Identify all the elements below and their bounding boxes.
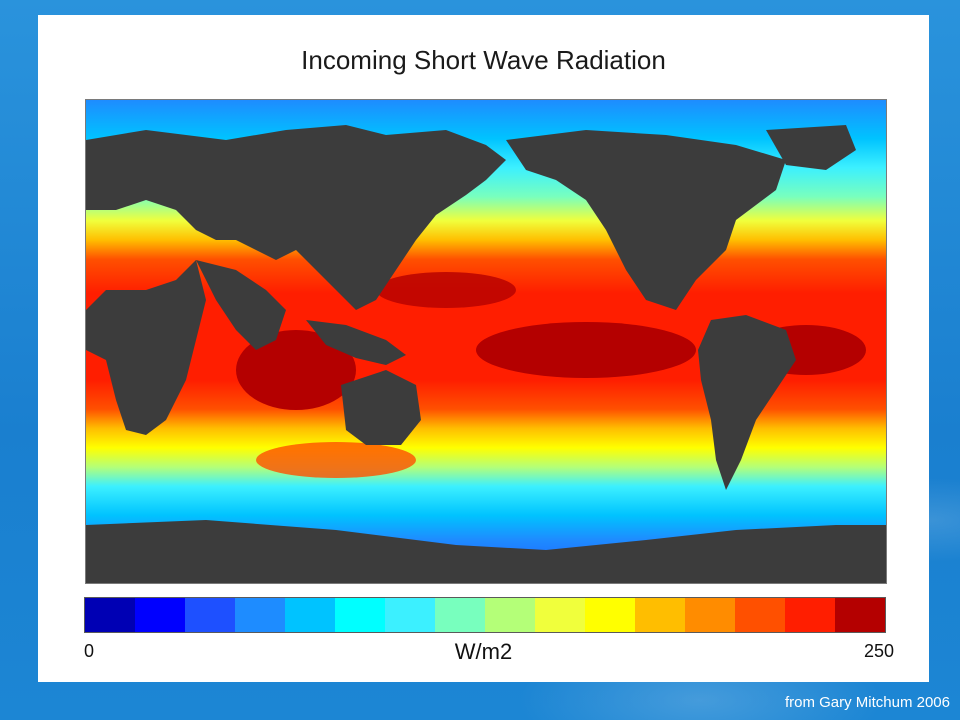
colorbar-swatch	[235, 598, 285, 632]
south-america-land	[698, 315, 796, 490]
colorbar-unit-label: W/m2	[454, 639, 513, 664]
colorbar	[84, 597, 886, 633]
colorbar-swatch	[735, 598, 785, 632]
antarctica-land	[86, 520, 886, 583]
australia-land	[341, 370, 421, 445]
colorbar-swatch	[685, 598, 735, 632]
source-credit: from Gary Mitchum 2006	[784, 694, 950, 711]
colorbar-swatch	[185, 598, 235, 632]
colorbar-max-label: 250	[864, 641, 895, 661]
colorbar-swatch	[435, 598, 485, 632]
colorbar-swatch	[485, 598, 535, 632]
figure-panel: Incoming Short Wave Radiation	[38, 15, 929, 682]
colorbar-swatch	[835, 598, 885, 632]
hot-regions	[236, 272, 866, 478]
africa-land	[86, 260, 206, 435]
colorbar-swatch	[285, 598, 335, 632]
arabia-india-land	[196, 260, 286, 350]
colorbar-swatch	[585, 598, 635, 632]
colorbar-swatch	[335, 598, 385, 632]
colorbar-swatch	[385, 598, 435, 632]
map-title: Incoming Short Wave Radiation	[301, 45, 666, 75]
north-america-land	[506, 130, 786, 310]
colorbar-swatch	[535, 598, 585, 632]
land	[86, 125, 886, 583]
colorbar-swatch	[85, 598, 135, 632]
southeast-asia-islands	[306, 320, 406, 365]
colorbar-swatch	[135, 598, 185, 632]
world-map	[85, 99, 887, 584]
greenland-land	[766, 125, 856, 170]
radiation-map	[86, 100, 886, 583]
colorbar-swatch	[785, 598, 835, 632]
eurasia-land	[86, 125, 506, 310]
colorbar-min-label: 0	[84, 641, 95, 661]
colorbar-swatch	[635, 598, 685, 632]
